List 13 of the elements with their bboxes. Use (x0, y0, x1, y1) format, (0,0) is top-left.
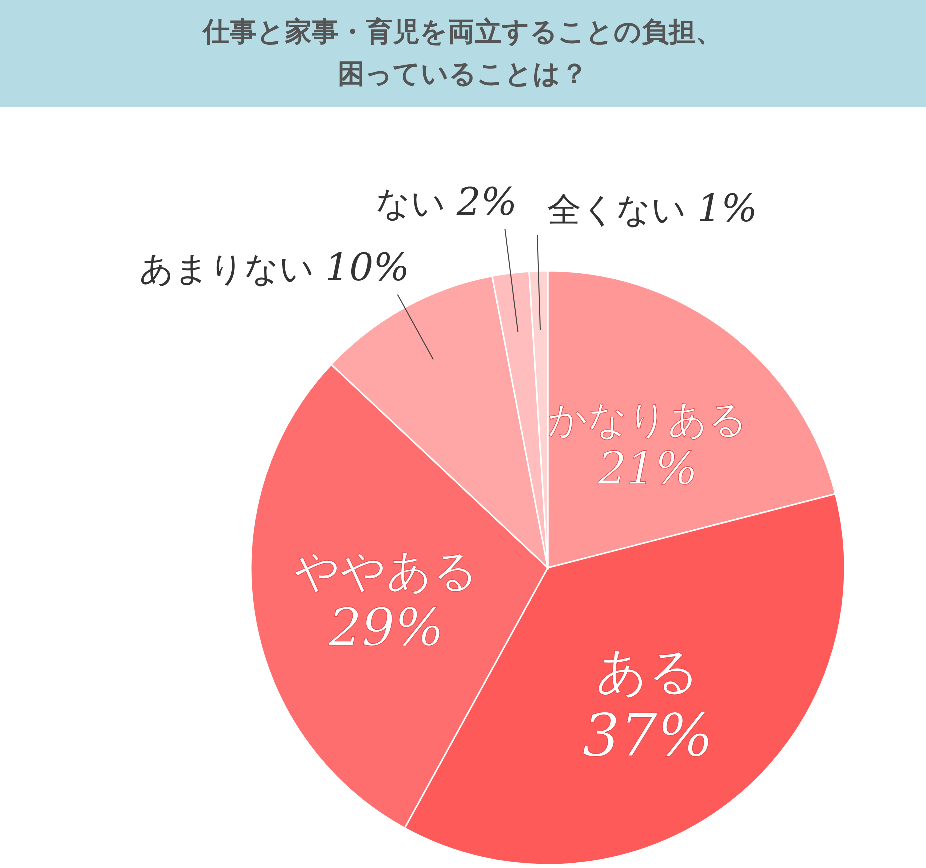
slice-label: あまりない (139, 250, 326, 290)
slice-label: ある (596, 643, 700, 702)
data-label: 2% (456, 180, 518, 224)
data-label: 21% (597, 442, 698, 495)
slice-label: かなりある (548, 398, 748, 443)
data-label: 1% (697, 186, 758, 231)
slice-label: ややある (294, 544, 479, 598)
data-label: 29% (328, 598, 444, 658)
chart-title: 仕事と家事・育児を両立することの負担、困っていることは？ (201, 16, 724, 92)
slice-label: 全くない (548, 190, 698, 231)
slice-label: ない (376, 184, 457, 224)
data-label: 10% (325, 246, 410, 290)
data-label: 37% (582, 701, 714, 770)
